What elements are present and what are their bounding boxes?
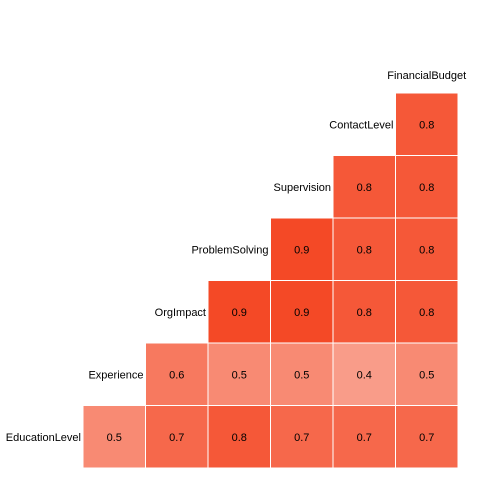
heatmap-cell — [270, 405, 334, 469]
cell-value-label: 0.9 — [294, 244, 309, 256]
heatmap-cell — [395, 405, 459, 469]
cell-value-label: 0.9 — [294, 307, 309, 319]
cell-value-label: 0.4 — [357, 369, 372, 381]
variable-label: OrgImpact — [155, 307, 206, 319]
heatmap-cell — [145, 405, 209, 469]
heatmap-cell — [207, 280, 271, 344]
heatmap-cell — [270, 217, 334, 281]
cell-value-label: 0.8 — [419, 244, 434, 256]
heatmap-cell — [332, 405, 396, 469]
heatmap-cell — [332, 217, 396, 281]
heatmap-cell — [395, 342, 459, 406]
cell-value-label: 0.8 — [357, 307, 372, 319]
cell-value-label: 0.7 — [294, 432, 309, 444]
variable-label: FinancialBudget — [387, 70, 466, 82]
cell-value-label: 0.7 — [419, 432, 434, 444]
variable-label: EducationLevel — [6, 432, 81, 444]
heatmap-cell — [82, 405, 146, 469]
cell-value-label: 0.8 — [357, 182, 372, 194]
variable-label: Experience — [88, 369, 143, 381]
heatmap-cell — [145, 342, 209, 406]
heatmap-cell — [332, 155, 396, 219]
heatmap-cell — [270, 280, 334, 344]
cell-value-label: 0.5 — [294, 369, 309, 381]
cell-value-label: 0.6 — [169, 369, 184, 381]
heatmap-cell — [395, 92, 459, 156]
cell-value-label: 0.5 — [107, 432, 122, 444]
heatmap-cell — [395, 217, 459, 281]
heatmap-cell — [207, 342, 271, 406]
heatmap-cell — [395, 155, 459, 219]
cell-value-label: 0.8 — [419, 307, 434, 319]
cell-value-label: 0.5 — [419, 369, 434, 381]
cell-value-label: 0.8 — [419, 182, 434, 194]
variable-label: ContactLevel — [329, 119, 393, 131]
cell-value-label: 0.7 — [357, 432, 372, 444]
heatmap-cell — [332, 342, 396, 406]
cell-value-label: 0.8 — [232, 432, 247, 444]
cell-value-label: 0.8 — [419, 119, 434, 131]
variable-label: ProblemSolving — [191, 244, 268, 256]
variable-label: Supervision — [274, 182, 331, 194]
cell-value-label: 0.8 — [357, 244, 372, 256]
heatmap-cell — [395, 280, 459, 344]
cell-value-label: 0.7 — [169, 432, 184, 444]
cell-value-label: 0.5 — [232, 369, 247, 381]
heatmap-cell — [270, 342, 334, 406]
cell-value-label: 0.9 — [232, 307, 247, 319]
